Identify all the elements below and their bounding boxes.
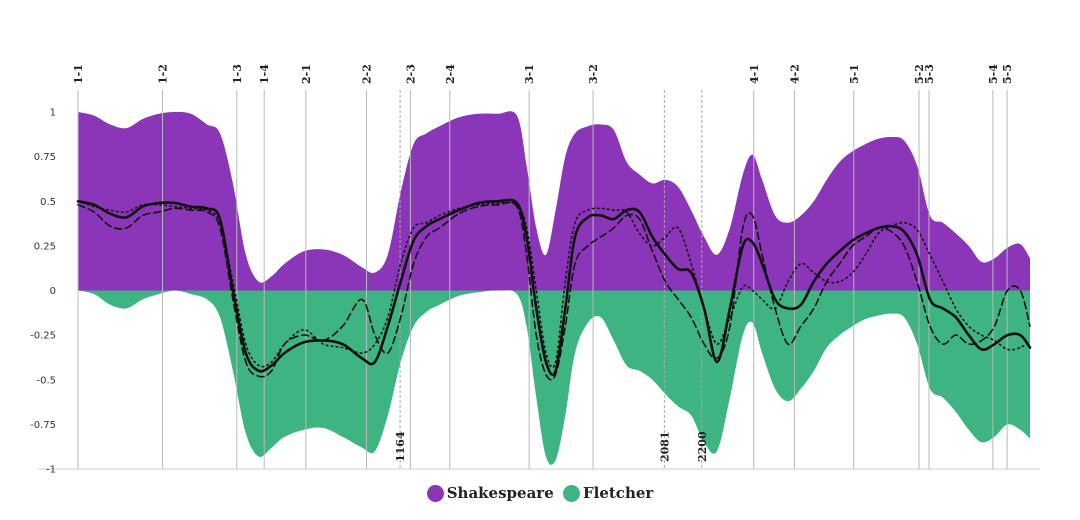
scene-marker-layer — [38, 90, 1040, 470]
y-tick-label: -0.25 — [30, 331, 56, 342]
line-marker-label: 2200 — [696, 431, 709, 462]
scene-marker-label: 1-2 — [157, 64, 170, 84]
y-tick-label: -0.75 — [30, 420, 56, 431]
legend-label-shakespeare: Shakespeare — [446, 484, 554, 502]
scene-marker-label: 5-5 — [1001, 64, 1014, 84]
scene-marker-label: 1-4 — [258, 64, 271, 84]
legend-swatch-shakespeare — [426, 484, 444, 502]
legend-item-fletcher: Fletcher — [562, 484, 654, 502]
series-line-dotted — [77, 200, 1031, 369]
y-tick-label: 0.75 — [34, 152, 56, 163]
y-tick-label: 0 — [50, 286, 56, 297]
y-tick-label: -1 — [46, 465, 56, 476]
y-tick-label: 1 — [50, 108, 56, 119]
scene-marker-label: 5-3 — [923, 64, 936, 84]
legend: Shakespeare Fletcher — [0, 484, 1080, 506]
line-marker-label: 2081 — [658, 431, 671, 462]
scene-marker-label: 2-3 — [404, 64, 417, 84]
scene-marker-label: 2-2 — [361, 64, 374, 84]
scene-marker-label: 2-4 — [444, 64, 457, 84]
scene-marker-label: 1-1 — [72, 64, 85, 84]
y-tick-label: 0.5 — [40, 197, 56, 208]
scene-marker-label: 2-1 — [300, 64, 313, 84]
scene-marker-label: 3-1 — [523, 64, 536, 84]
chart-svg: 10.750.50.250-0.25-0.5-0.75-1 1-1 1-2 1-3 1… — [30, 64, 1040, 476]
scene-marker-label: 1-3 — [231, 64, 244, 84]
line-marker-label: 1164 — [394, 431, 407, 462]
area-shakespeare — [78, 111, 1030, 291]
scene-marker-label: 5-4 — [987, 64, 1000, 84]
legend-swatch-fletcher — [562, 484, 580, 502]
y-axis: 1 0.75 0.5 0.25 0 -0.25 -0.5 -0.75 -1 — [30, 108, 56, 476]
legend-item-shakespeare: Shakespeare — [426, 484, 554, 502]
scene-marker-label: 5-2 — [913, 64, 926, 84]
marker-label-layer: 1-1 1-2 1-3 1-4 2-1 2-2 2-3 2-4 3-1 3-2 4-1 4-2 5-1 5… — [72, 64, 1014, 462]
scene-marker-label: 4-1 — [748, 64, 761, 84]
area-layer — [78, 111, 1030, 465]
y-tick-label: 0.25 — [34, 241, 56, 252]
legend-label-fletcher: Fletcher — [582, 484, 654, 502]
series-line-layer — [76, 198, 1032, 381]
series-line-dashed — [77, 201, 1031, 381]
scene-marker-label: 3-2 — [587, 64, 600, 84]
y-tick-label: -0.5 — [36, 375, 56, 386]
scene-marker-label: 4-2 — [788, 64, 801, 84]
scene-marker-label: 5-1 — [848, 64, 861, 84]
